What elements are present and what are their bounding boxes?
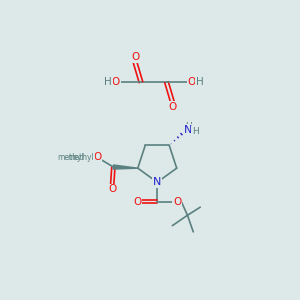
Text: H: H bbox=[196, 77, 203, 87]
Text: methyl: methyl bbox=[57, 153, 84, 162]
Text: O: O bbox=[108, 184, 116, 194]
Text: O: O bbox=[131, 52, 139, 62]
Text: O: O bbox=[188, 77, 196, 87]
Text: H: H bbox=[104, 77, 112, 87]
Text: O: O bbox=[133, 197, 141, 207]
Text: N: N bbox=[183, 125, 192, 135]
Text: O: O bbox=[173, 197, 182, 207]
Text: methyl: methyl bbox=[68, 153, 94, 162]
Text: H: H bbox=[192, 127, 198, 136]
Text: H: H bbox=[185, 122, 192, 131]
Text: N: N bbox=[153, 177, 161, 187]
Text: O: O bbox=[93, 152, 101, 162]
Text: O: O bbox=[168, 102, 176, 112]
Text: O: O bbox=[112, 77, 120, 87]
Polygon shape bbox=[113, 165, 138, 169]
